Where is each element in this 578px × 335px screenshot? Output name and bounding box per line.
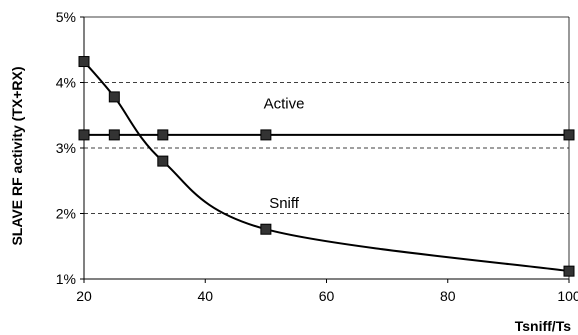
sniff-point-25 [108, 91, 120, 103]
x-tick-label: 100 [557, 288, 578, 304]
y-tick-label: 4% [56, 75, 76, 91]
sniff-point-20 [78, 56, 90, 68]
sniff-series-label: Sniff [269, 195, 300, 212]
y-tick-label: 1% [56, 271, 76, 287]
tick-labels: 1% 2% 3% 4% 5% 20 40 60 80 100 [56, 9, 578, 304]
y-tick-label: 3% [56, 140, 76, 156]
active-point-50 [260, 129, 272, 141]
sniff-point-50 [260, 223, 272, 235]
axes [80, 16, 570, 283]
sniff-point-100 [563, 265, 575, 277]
series-group: Active Sniff [78, 56, 575, 277]
y-tick-label: 2% [56, 206, 76, 222]
y-tick-label: 5% [56, 9, 76, 25]
active-series-label: Active [264, 96, 305, 113]
x-tick-label: 20 [76, 288, 92, 304]
active-point-100 [563, 129, 575, 141]
sniff-point-33 [157, 155, 169, 167]
x-tick-label: 60 [319, 288, 335, 304]
x-tick-label: 40 [197, 288, 213, 304]
active-point-20 [78, 129, 90, 141]
x-axis-label: Tsniff/Ts [515, 318, 571, 334]
y-axis-label: SLAVE RF activity (TX+RX) [9, 66, 25, 245]
active-point-25 [108, 129, 120, 141]
active-point-33 [157, 129, 169, 141]
x-tick-label: 80 [440, 288, 456, 304]
gridlines [84, 82, 569, 214]
sniff-series-line [83, 60, 570, 273]
